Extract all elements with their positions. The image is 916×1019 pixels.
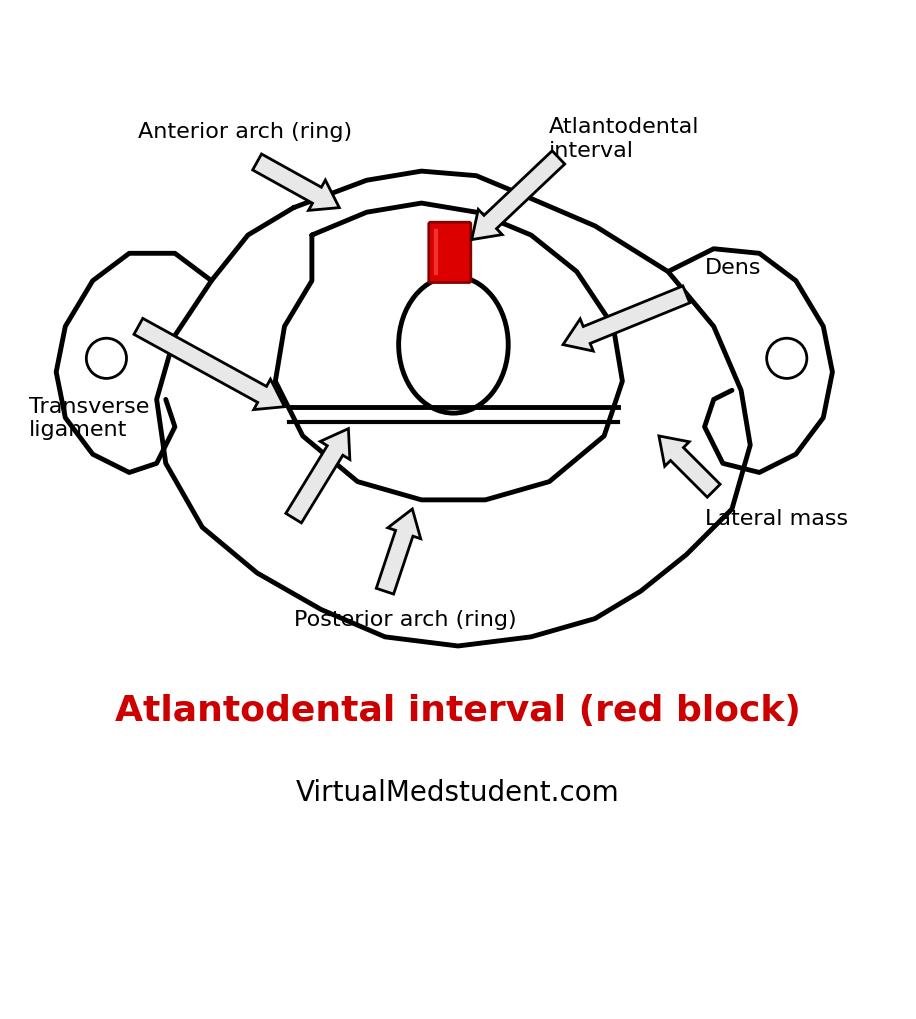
- Polygon shape: [659, 436, 720, 497]
- Text: Posterior arch (ring): Posterior arch (ring): [294, 609, 517, 630]
- Text: Transverse
ligament: Transverse ligament: [28, 396, 149, 440]
- Text: VirtualMedstudent.com: VirtualMedstudent.com: [296, 779, 620, 806]
- Text: Anterior arch (ring): Anterior arch (ring): [138, 121, 353, 142]
- Polygon shape: [563, 286, 690, 352]
- Polygon shape: [134, 319, 285, 411]
- Polygon shape: [376, 510, 420, 594]
- Text: Atlantodental
interval: Atlantodental interval: [550, 117, 700, 160]
- FancyBboxPatch shape: [429, 223, 471, 283]
- Polygon shape: [253, 155, 339, 211]
- Polygon shape: [286, 429, 350, 524]
- Polygon shape: [472, 152, 565, 240]
- Text: Dens: Dens: [704, 258, 761, 278]
- Text: Atlantodental interval (red block): Atlantodental interval (red block): [115, 693, 801, 728]
- Text: Lateral mass: Lateral mass: [704, 508, 847, 529]
